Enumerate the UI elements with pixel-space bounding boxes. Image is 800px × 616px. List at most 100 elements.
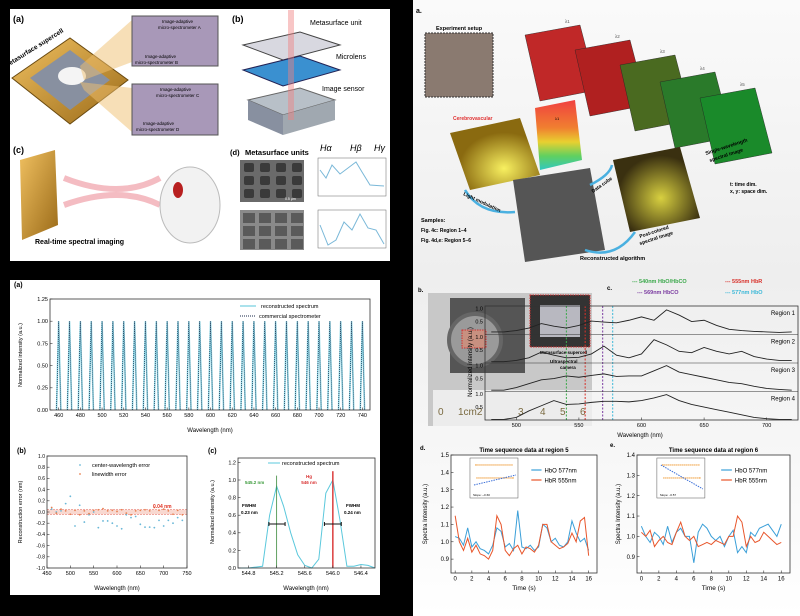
- y-tick-label: 1.3: [627, 473, 636, 479]
- peak-commercial: [251, 321, 257, 411]
- transmission-curve: [319, 212, 385, 246]
- y-tick-label: 0.5: [475, 405, 483, 411]
- linewidth-error-point: [181, 513, 184, 516]
- y-axis-label: Spectra Intensity (a.u.): [616, 484, 622, 544]
- sem-square: [243, 226, 255, 236]
- x-tick-label: 14: [569, 577, 576, 583]
- peak-commercial: [77, 321, 83, 411]
- sensor-stack-illustration: [241, 10, 342, 135]
- x-tick-label: 520: [119, 413, 128, 419]
- peak-commercial: [56, 321, 62, 411]
- inset-point: [489, 464, 491, 466]
- x-tick-label: 450: [42, 571, 51, 577]
- inset-point: [676, 464, 678, 466]
- x-tick-label: 600: [112, 571, 121, 577]
- y-axis-label: Spectra Intensity (a.u.): [423, 484, 429, 544]
- x-tick-label: 620: [228, 413, 237, 419]
- sem-square: [291, 226, 303, 236]
- inset-point: [493, 464, 495, 466]
- center-error-point: [120, 527, 123, 530]
- region-spectrum: [491, 339, 792, 363]
- x-axis-label: Wavelength (nm): [283, 586, 328, 592]
- fwhm-label: FWHM: [346, 503, 360, 508]
- linewidth-error-point: [158, 509, 160, 512]
- x-tick-label: 12: [552, 577, 559, 583]
- inset-slope: Slope: -0.57: [660, 493, 677, 497]
- fig3-label-e: e.: [610, 443, 615, 449]
- peak-commercial: [164, 321, 170, 411]
- region-label: Region 3: [771, 368, 796, 374]
- linewidth-error-point: [88, 512, 90, 515]
- y-tick-label: 0.00: [37, 408, 48, 414]
- axes-frame: [636, 454, 791, 574]
- layer-lens-label: Microlens: [336, 54, 366, 61]
- x-tick-label: 550: [89, 571, 98, 577]
- inset-point: [494, 477, 496, 479]
- inset-point: [680, 464, 682, 466]
- peak-commercial: [359, 321, 365, 411]
- y-tick-label: 0.5: [475, 348, 483, 354]
- y-axis-label: Normalized intensity (a.u.): [210, 480, 216, 544]
- sem-cross: [244, 189, 254, 198]
- peak-commercial: [121, 321, 127, 411]
- y-tick-label: 0.0: [228, 566, 236, 572]
- peak-commercial: [294, 321, 300, 411]
- y-tick-label: 1.2: [627, 494, 636, 500]
- sem-cross: [276, 176, 286, 185]
- sem-cross: [276, 163, 286, 172]
- center-error-point: [102, 520, 104, 522]
- fig3-label-a: a.: [416, 8, 422, 15]
- x-axis-label: Time (s): [702, 585, 726, 592]
- x-tick-label: 16: [778, 577, 785, 583]
- y-tick-label: 0.2: [38, 499, 45, 505]
- inset-point: [677, 477, 679, 479]
- chart-region-spectra: --- 540nm HbO/HbCO --- 555nm HbR --- 569nm…: [468, 279, 799, 439]
- linewidth-error-point: [167, 509, 170, 512]
- inset-point: [675, 477, 677, 479]
- x-tick-label: 12: [743, 577, 750, 583]
- center-error-point: [176, 516, 179, 519]
- peak-commercial: [142, 321, 148, 411]
- y-tick-label: 0.5: [475, 377, 483, 383]
- fig3-panel: a. Experiment setup λ1 λ2 λ3 λ4 λ5 λ1 Cerebr…: [413, 0, 800, 616]
- modulated-image: [513, 168, 605, 262]
- y-tick-label: 1.0: [228, 478, 236, 484]
- x-tick-label: 546.4: [354, 571, 368, 577]
- center-error-point: [83, 521, 86, 523]
- inset-point: [695, 477, 697, 479]
- sem-cross: [292, 189, 302, 198]
- x-tick-label: 500: [97, 413, 106, 419]
- center-error-point: [134, 515, 137, 518]
- inset-point: [505, 464, 507, 466]
- linewidth-error-point: [102, 507, 104, 510]
- inset-point: [498, 477, 500, 479]
- inset-point: [481, 464, 483, 466]
- x-tick-label: 545.6: [298, 571, 312, 577]
- x-axis-label: Wavelength (nm): [617, 433, 662, 439]
- inset-point: [496, 477, 498, 479]
- region-spectrum: [491, 394, 792, 420]
- y-tick-label: 1.0: [475, 392, 483, 398]
- samples-label: Samples:: [421, 218, 446, 224]
- linewidth-error-point: [116, 510, 118, 513]
- x-tick-label: 0: [640, 577, 644, 583]
- linewidth-error-point: [92, 509, 95, 512]
- lambda-label: λ5: [740, 82, 745, 87]
- inset-point: [503, 464, 505, 466]
- inset-point: [490, 477, 492, 479]
- inset-point: [685, 477, 687, 479]
- sem-square: [275, 226, 287, 236]
- h-label: Hα: [320, 143, 332, 153]
- linewidth-error-point: [74, 509, 76, 512]
- linewidth-error-point: [78, 513, 81, 516]
- x-tick-label: 10: [725, 577, 732, 583]
- spectral-layers: λ1 λ2 λ3 λ4 λ5: [524, 19, 773, 165]
- peak-commercial: [283, 321, 289, 411]
- sem-square: [243, 213, 255, 223]
- peak-commercial: [240, 321, 246, 411]
- lambda-label: λ2: [615, 34, 620, 39]
- inset-point: [480, 477, 482, 479]
- y-tick-label: 1.0: [475, 335, 483, 341]
- x-tick-label: 540: [141, 413, 150, 419]
- wavelength-layer: [699, 87, 773, 165]
